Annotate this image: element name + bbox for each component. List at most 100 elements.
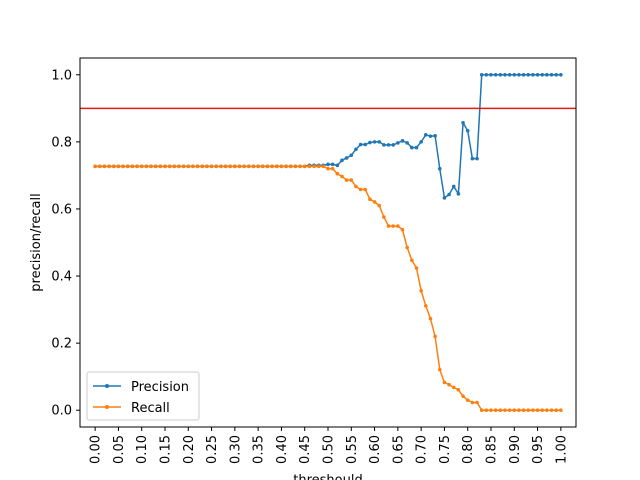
data-point-recall <box>526 408 531 413</box>
data-point-recall <box>256 164 260 169</box>
data-point-precision <box>428 134 433 138</box>
data-point-precision <box>330 162 335 167</box>
data-point-recall <box>372 200 377 204</box>
y-axis: 0.0 0.2 0.4 0.6 0.8 1.0 <box>51 68 80 419</box>
data-point-precision <box>424 133 428 137</box>
data-point-recall <box>391 224 396 228</box>
data-point-precision <box>493 72 498 77</box>
x-tick-label: 0.35 <box>252 435 267 464</box>
legend-entry-recall: Recall <box>93 401 170 416</box>
data-point-recall <box>414 266 419 270</box>
x-tick-label: 0.80 <box>461 435 476 464</box>
data-point-precision <box>363 142 368 147</box>
x-tick-label: 0.15 <box>158 435 173 464</box>
data-point-precision <box>479 72 484 77</box>
x-tick-label: 0.05 <box>112 435 127 464</box>
data-point-recall <box>456 387 461 392</box>
x-tick-label: 0.65 <box>391 435 406 464</box>
data-point-recall <box>121 164 125 169</box>
x-axis: 0.00 0.05 0.10 0.15 0.20 0.25 0.30 0.35 0.40 0.45… <box>89 427 569 464</box>
data-point-recall <box>125 164 130 169</box>
data-point-recall <box>298 164 302 169</box>
data-point-precision <box>414 145 419 150</box>
data-point-precision <box>451 184 456 189</box>
data-point-recall <box>489 408 493 413</box>
data-point-recall <box>144 164 149 169</box>
data-point-recall <box>340 174 344 179</box>
y-tick-label: 0.6 <box>51 202 72 217</box>
x-tick-label: 0.60 <box>368 435 383 464</box>
data-point-precision <box>340 158 344 163</box>
data-point-recall <box>354 184 358 189</box>
data-point-recall <box>498 408 503 413</box>
data-point-recall <box>419 289 423 293</box>
data-point-precision <box>526 72 531 77</box>
legend: Precision Recall <box>86 371 200 421</box>
data-point-recall <box>237 164 242 169</box>
y-tick-label: 0.8 <box>51 135 72 150</box>
x-tick-label: 0.00 <box>89 435 104 464</box>
data-point-recall <box>177 164 181 169</box>
data-point-recall <box>293 164 298 169</box>
data-point-recall <box>484 408 489 413</box>
data-point-precision <box>503 72 507 77</box>
data-point-precision <box>484 72 489 77</box>
data-point-recall <box>475 400 479 405</box>
data-point-recall <box>321 164 326 169</box>
x-tick-label: 0.50 <box>322 435 337 464</box>
data-point-precision <box>521 72 526 77</box>
y-tick-label: 1.0 <box>51 68 72 83</box>
data-point-recall <box>102 164 107 169</box>
data-point-recall <box>559 408 563 413</box>
y-tick-label: 0.0 <box>51 404 72 419</box>
data-point-precision <box>372 140 377 144</box>
data-point-recall <box>386 224 391 228</box>
data-point-precision <box>358 142 363 147</box>
data-point-precision <box>344 156 349 160</box>
data-point-precision <box>335 163 340 168</box>
data-point-recall <box>172 164 177 169</box>
y-tick-label: 0.2 <box>51 337 72 352</box>
data-point-recall <box>405 245 409 250</box>
data-point-recall <box>382 215 386 219</box>
legend-entry-precision: Precision <box>93 380 189 395</box>
x-tick-label: 0.45 <box>298 435 313 464</box>
x-tick-label: 0.10 <box>135 435 150 464</box>
x-tick-label: 0.85 <box>485 435 500 464</box>
data-point-recall <box>433 334 437 339</box>
data-point-recall <box>549 408 554 413</box>
data-point-recall <box>274 164 279 169</box>
data-point-recall <box>97 164 102 169</box>
data-point-precision <box>554 72 559 77</box>
legend-label-precision: Precision <box>131 380 189 395</box>
data-point-recall <box>107 164 111 169</box>
data-point-recall <box>330 166 335 171</box>
data-point-recall <box>288 164 293 169</box>
x-tick-label: 0.40 <box>275 435 290 464</box>
data-point-precision <box>447 192 451 197</box>
data-point-recall <box>447 382 451 387</box>
data-point-recall <box>424 304 428 308</box>
data-point-recall <box>247 164 251 169</box>
data-point-recall <box>149 164 153 169</box>
x-tick-label: 0.55 <box>345 435 360 464</box>
data-point-recall <box>191 164 195 169</box>
data-point-recall <box>521 408 526 413</box>
data-point-precision <box>549 72 554 77</box>
data-point-recall <box>535 408 540 413</box>
y-axis-label: precision/recall <box>29 193 44 291</box>
data-point-precision <box>559 72 563 77</box>
data-point-recall <box>307 164 312 169</box>
data-point-recall <box>335 171 340 176</box>
legend-marker-recall <box>105 405 109 409</box>
data-point-precision <box>396 141 400 145</box>
x-tick-label: 1.00 <box>554 435 569 464</box>
data-point-precision <box>442 196 447 200</box>
data-point-precision <box>512 72 517 77</box>
data-point-precision <box>517 72 521 77</box>
data-point-recall <box>270 164 274 169</box>
data-point-recall <box>260 164 265 169</box>
legend-box <box>86 371 200 421</box>
data-point-precision <box>377 140 382 144</box>
x-axis-label: threshould <box>293 473 362 480</box>
